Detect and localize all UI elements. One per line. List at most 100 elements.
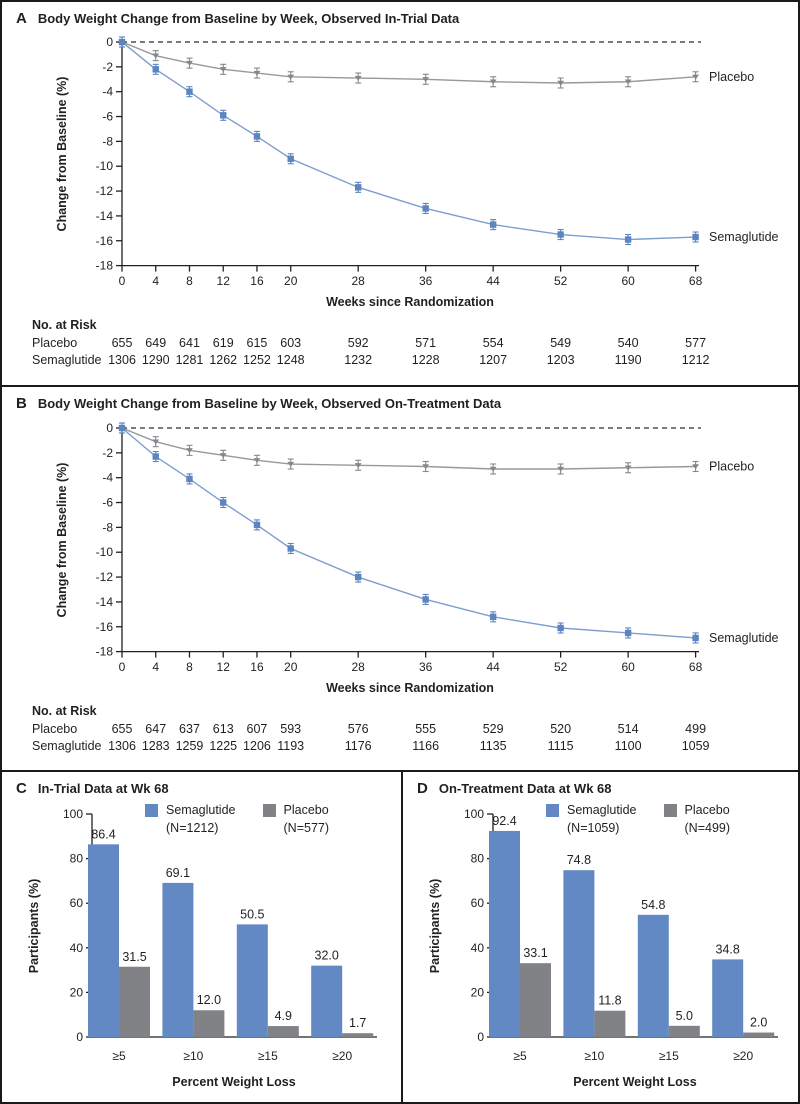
- panel-a-letter: A: [16, 10, 27, 27]
- y-tick-label: -14: [96, 595, 114, 609]
- legend-item-placebo: Placebo (N=499): [663, 802, 731, 837]
- placebo-marker: [354, 463, 362, 469]
- x-tick-label: 44: [486, 660, 500, 674]
- x-tick-label: 28: [352, 274, 366, 288]
- panel-divider-ab: [2, 385, 798, 387]
- risk-value: 1248: [276, 353, 305, 367]
- panel-c-letter: C: [16, 780, 27, 797]
- semaglutide-marker: [489, 221, 497, 228]
- placebo-marker: [253, 458, 261, 464]
- placebo-marker: [186, 448, 193, 454]
- semaglutide-bar: [311, 965, 343, 1037]
- semaglutide-marker: [354, 184, 362, 191]
- risk-value: 1100: [614, 739, 642, 753]
- placebo-marker: [692, 74, 700, 80]
- semaglutide-marker: [152, 66, 159, 73]
- legend-n: (N=499): [684, 820, 731, 835]
- panel-b-title-text: Body Weight Change from Baseline by Week…: [37, 396, 502, 411]
- no-at-risk-table-b: No. at Risk Placebo 655 647 637 613 607 593 576…: [2, 704, 798, 764]
- risk-value: 603: [280, 336, 302, 350]
- panel-a-title: A Body Weight Change from Baseline by Wee…: [16, 10, 459, 27]
- y-tick-label: -2: [102, 60, 113, 74]
- semaglutide-marker: [118, 424, 126, 432]
- no-at-risk-table-a: No. at Risk Placebo 655 649 641 619 615 603 592…: [2, 318, 798, 378]
- bar-value-label: 2.0: [750, 1016, 767, 1030]
- y-tick-label: 0: [477, 1030, 484, 1044]
- panel-a-title-text: Body Weight Change from Baseline by Week…: [37, 11, 460, 26]
- bar-value-label: 50.5: [240, 907, 264, 921]
- risk-value: 1115: [547, 739, 574, 753]
- category-label: ≥20: [332, 1049, 352, 1063]
- placebo-swatch: [262, 804, 276, 817]
- bar-value-label: 86.4: [91, 827, 115, 841]
- placebo-marker: [152, 439, 160, 445]
- placebo-marker: [287, 461, 295, 467]
- placebo-swatch: [663, 804, 677, 817]
- semaglutide-series: [118, 422, 699, 644]
- risk-value: 1262: [209, 353, 238, 367]
- y-tick-label: -14: [96, 209, 114, 223]
- panel-d-letter: D: [417, 780, 428, 797]
- y-tick-label: -12: [96, 184, 114, 198]
- y-tick-label: 100: [464, 807, 484, 821]
- axes: [116, 41, 699, 272]
- bar-chart-on-treatment: 0 20 40 60 80 100 92.4 33.1 ≥5 74.8 11.8 ≥10 54.8 5.0…: [428, 807, 778, 1089]
- placebo-bar: [594, 1010, 626, 1037]
- category-label: ≥15: [258, 1049, 278, 1063]
- y-tick-label: -6: [102, 496, 113, 510]
- risk-row-label: Semaglutide: [32, 353, 102, 367]
- x-tick-label: 68: [689, 274, 703, 288]
- risk-value: 647: [145, 722, 167, 736]
- panel-d-title: D On-Treatment Data at Wk 68: [417, 780, 612, 797]
- placebo-marker: [489, 466, 497, 472]
- x-tick-label: 60: [621, 274, 635, 288]
- semaglutide-marker: [692, 634, 699, 642]
- risk-row-label: Placebo: [32, 722, 78, 736]
- placebo-series: [118, 422, 700, 475]
- y-tick-label: -4: [102, 85, 113, 99]
- y-tick-label: -8: [102, 520, 113, 534]
- y-tick-label: 40: [70, 941, 84, 955]
- placebo-marker: [489, 79, 497, 85]
- x-tick-label: 8: [186, 274, 193, 288]
- y-tick-label: 80: [471, 852, 485, 866]
- y-tick-label: -18: [96, 645, 114, 659]
- placebo-marker: [219, 453, 227, 459]
- risk-value: 592: [347, 336, 369, 350]
- semaglutide-swatch: [145, 804, 158, 817]
- y-tick-label: 80: [70, 852, 84, 866]
- y-tick-label: 40: [471, 941, 485, 955]
- bar-value-label: 5.0: [676, 1009, 693, 1023]
- legend-n: (N=1059): [567, 820, 620, 835]
- legend-d: Semaglutide (N=1059) Placebo (N=499): [546, 802, 730, 837]
- legend-item-semaglutide: Semaglutide (N=1212): [145, 802, 236, 837]
- y-tick-label: 0: [106, 35, 113, 49]
- risk-row-label: Semaglutide: [32, 739, 102, 753]
- y-axis-title: Change from Baseline (%): [55, 463, 69, 618]
- y-tick-label: 100: [63, 807, 83, 821]
- bar-value-label: 4.9: [275, 1009, 292, 1023]
- risk-value: 1259: [175, 739, 204, 753]
- panel-c-title: C In-Trial Data at Wk 68: [16, 780, 169, 797]
- y-tick-label: -18: [96, 259, 114, 273]
- semaglutide-marker: [354, 573, 362, 581]
- legend-label: Semaglutide: [567, 803, 637, 817]
- x-tick-label: 4: [152, 660, 159, 674]
- bar-value-label: 31.5: [122, 950, 146, 964]
- risk-value: 529: [482, 722, 504, 736]
- semaglutide-marker: [624, 629, 632, 637]
- risk-value: 1207: [479, 353, 508, 367]
- risk-value: 520: [550, 722, 572, 736]
- risk-value: 1232: [344, 353, 373, 367]
- risk-value: 1306: [108, 739, 136, 753]
- risk-value: 555: [415, 722, 437, 736]
- legend-label: Semaglutide: [166, 803, 236, 817]
- y-tick-label: 0: [76, 1030, 83, 1044]
- risk-value: 1206: [243, 739, 271, 753]
- x-tick-label: 28: [352, 660, 366, 674]
- y-axis-title: Change from Baseline (%): [55, 77, 69, 232]
- x-tick-label: 36: [419, 660, 433, 674]
- risk-value: 655: [111, 336, 133, 350]
- semaglutide-marker: [624, 236, 632, 243]
- y-tick-label: -4: [102, 471, 113, 485]
